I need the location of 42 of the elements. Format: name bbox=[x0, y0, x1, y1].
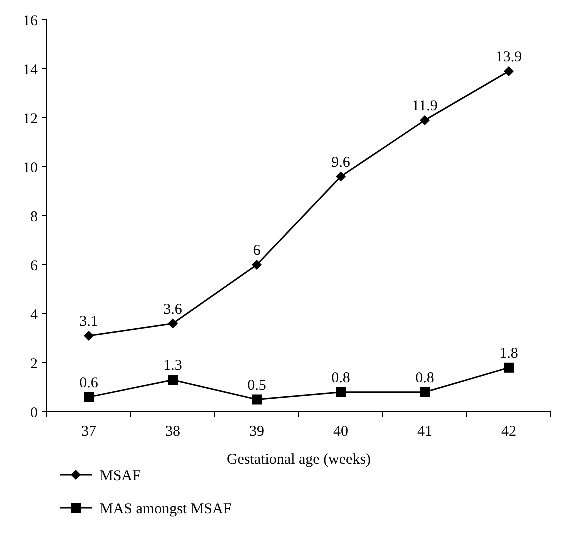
data-label: 9.6 bbox=[332, 154, 351, 171]
point bbox=[84, 392, 94, 402]
data-label: 1.8 bbox=[500, 346, 518, 362]
data-label: 1.3 bbox=[164, 358, 182, 374]
x-tick-label: 38 bbox=[166, 424, 180, 440]
y-tick-label: 0 bbox=[30, 405, 38, 422]
y-tick-label: 14 bbox=[23, 62, 38, 78]
x-tick-label: 41 bbox=[418, 424, 432, 440]
point bbox=[252, 394, 262, 405]
x-axis-title: Gestational age (weeks) bbox=[226, 452, 372, 468]
y-tick-label: 4 bbox=[30, 307, 38, 324]
legend-label: MAS amongst MSAF bbox=[100, 501, 232, 518]
data-label: 11.9 bbox=[412, 98, 438, 114]
y-tick-label: 16 bbox=[23, 13, 38, 30]
x-tick-label: 39 bbox=[250, 424, 264, 440]
y-tick-label: 6 bbox=[30, 258, 38, 274]
point bbox=[420, 115, 430, 126]
data-label: 0.8 bbox=[332, 370, 350, 386]
y-tick-label: 12 bbox=[23, 111, 38, 128]
point bbox=[252, 260, 262, 270]
x-tick-label: 42 bbox=[502, 424, 516, 440]
data-label: 0.5 bbox=[248, 378, 266, 394]
point bbox=[420, 387, 430, 398]
y-tick-label: 8 bbox=[30, 209, 38, 226]
data-label: 0.8 bbox=[416, 370, 434, 386]
legend-label: MSAF bbox=[100, 468, 141, 484]
data-label: 0.6 bbox=[80, 375, 99, 392]
data-label: 13.9 bbox=[496, 49, 522, 66]
point bbox=[336, 172, 346, 182]
point bbox=[168, 318, 178, 329]
y-tick-label: 2 bbox=[30, 356, 38, 372]
x-tick-label: 37 bbox=[82, 424, 97, 440]
point bbox=[504, 362, 514, 373]
point bbox=[168, 375, 178, 386]
y-tick-label: 10 bbox=[23, 160, 38, 176]
data-label: 6 bbox=[253, 243, 262, 259]
point bbox=[84, 331, 94, 342]
point bbox=[504, 66, 514, 76]
data-label: 3.6 bbox=[164, 302, 183, 318]
x-tick-label: 40 bbox=[334, 424, 348, 440]
data-label: 3.1 bbox=[80, 314, 98, 330]
point bbox=[336, 387, 346, 398]
